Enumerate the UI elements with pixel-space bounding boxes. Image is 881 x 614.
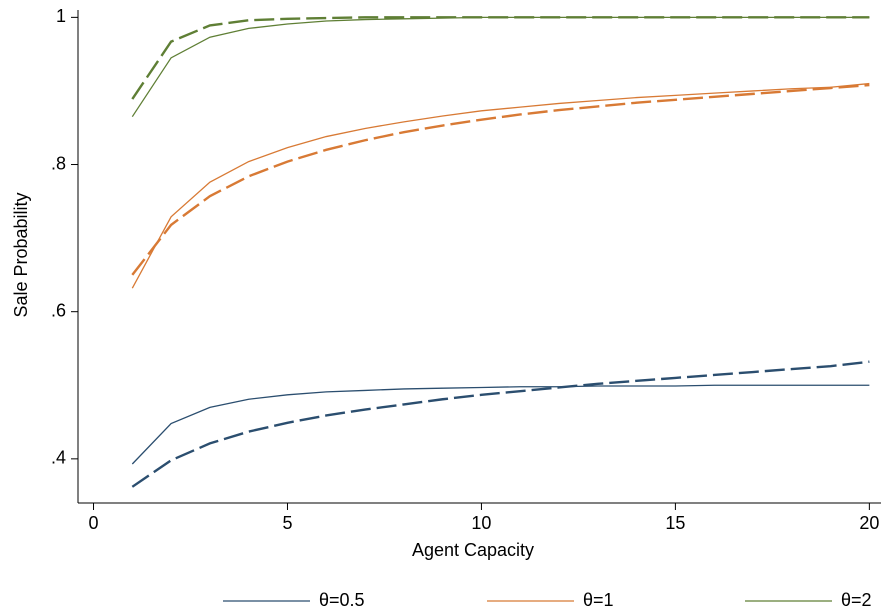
y-axis-title: Sale Probability <box>11 192 31 317</box>
series-line <box>131 82 870 289</box>
y-tick-label: 1 <box>56 6 66 26</box>
series-line <box>131 83 870 276</box>
legend-label: θ=1 <box>583 590 614 610</box>
x-tick-label: 10 <box>471 513 491 533</box>
x-tick-label: 0 <box>89 513 99 533</box>
y-tick-label: .8 <box>51 153 66 173</box>
x-tick-label: 15 <box>665 513 685 533</box>
x-tick-label: 20 <box>859 513 879 533</box>
series-line <box>131 384 870 465</box>
legend-label: θ=0.5 <box>319 590 365 610</box>
legend-label: θ=2 <box>841 590 872 610</box>
x-tick-label: 5 <box>282 513 292 533</box>
series-line <box>131 360 870 488</box>
series-line <box>131 16 870 100</box>
series-line <box>131 16 870 118</box>
y-tick-label: .6 <box>51 300 66 320</box>
y-tick-label: .4 <box>51 448 66 468</box>
x-axis-title: Agent Capacity <box>412 540 534 560</box>
